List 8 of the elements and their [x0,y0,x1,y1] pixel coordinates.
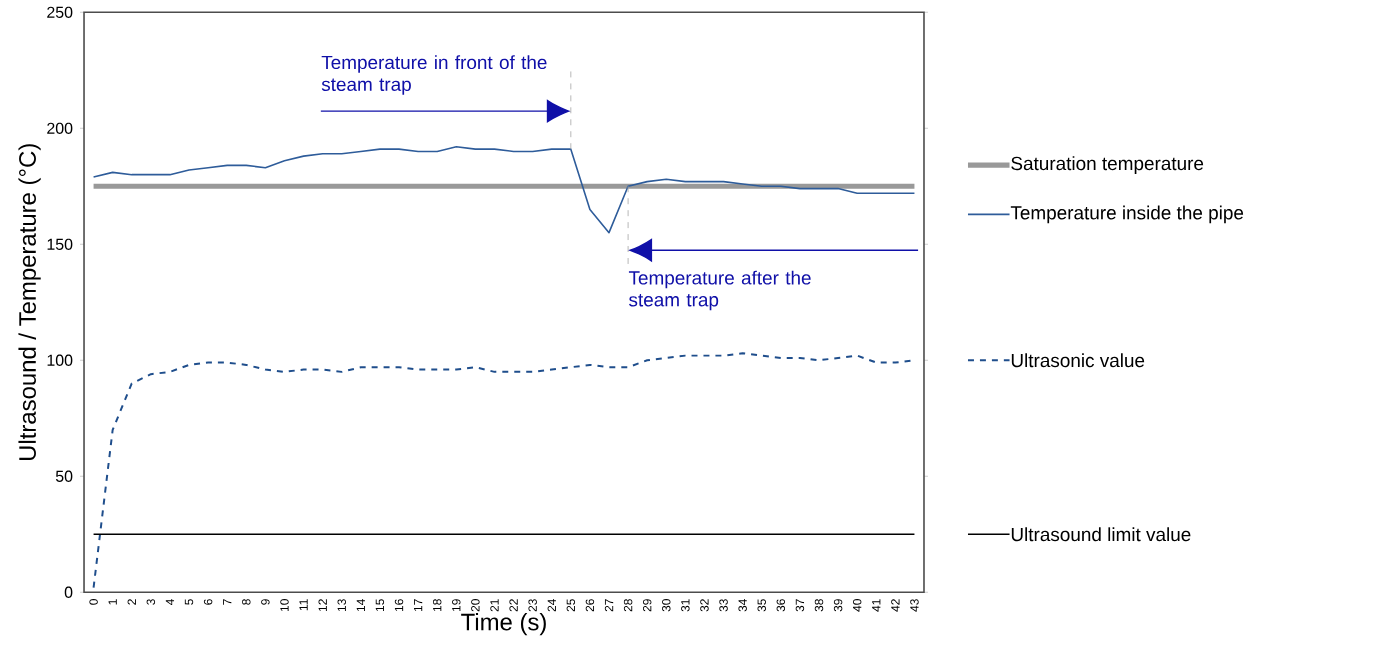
annotation: Temperature after the steam trap [628,270,811,311]
annotation: Temperature in front of the steam trap [321,55,547,95]
legend-label: Ultrasonic value [1011,353,1145,368]
legend-label: Ultrasound limit value [1011,527,1191,542]
legend-label: Saturation temperature [1011,156,1204,174]
legend-label: Temperature inside the pipe [1010,205,1244,224]
y-axis-title: Ultrasound / Temperature (°C) [18,144,41,460]
x-axis-title: Time (s) [461,612,546,636]
